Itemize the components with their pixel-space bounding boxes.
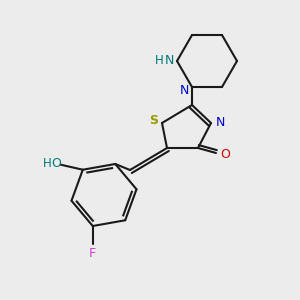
Text: F: F (89, 247, 96, 260)
Text: N: N (164, 53, 174, 67)
Text: H: H (42, 157, 51, 170)
Text: O: O (220, 148, 230, 160)
Text: N: N (215, 116, 225, 130)
Text: S: S (149, 113, 158, 127)
Text: H: H (154, 53, 164, 67)
Text: N: N (179, 85, 189, 98)
Text: O: O (51, 157, 61, 170)
